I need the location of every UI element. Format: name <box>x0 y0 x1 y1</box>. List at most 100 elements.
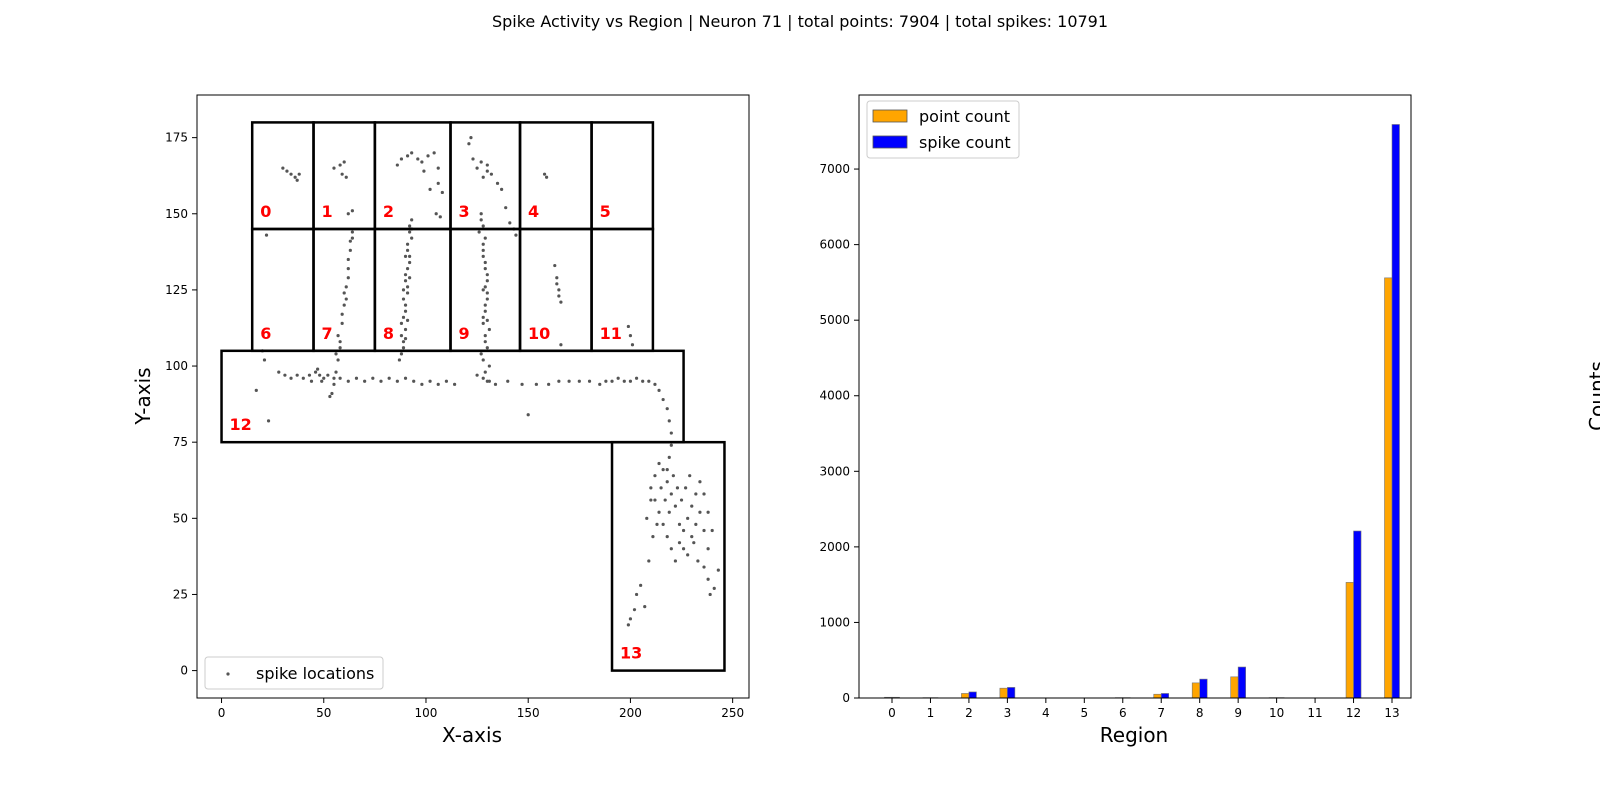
spike-point <box>405 154 410 158</box>
region-label-0: 0 <box>260 202 271 221</box>
spike-point <box>342 160 346 164</box>
spike-point <box>266 419 271 423</box>
spike-point <box>653 474 657 478</box>
spike-point <box>688 474 692 478</box>
spike-point <box>338 376 342 380</box>
region-label-11: 11 <box>600 324 622 343</box>
spike-point <box>514 233 518 237</box>
spike-point <box>420 382 424 386</box>
spike-point <box>283 373 287 377</box>
spike-point <box>681 547 686 551</box>
region-label-3: 3 <box>459 202 470 221</box>
spike-point <box>483 340 487 344</box>
spike-point <box>289 172 293 176</box>
spike-point <box>336 358 340 362</box>
spike-point <box>338 340 342 344</box>
y-tick-label: 25 <box>173 587 188 601</box>
legend-label-spike-locations: spike locations <box>256 664 374 683</box>
bar-point-count-7 <box>1153 693 1162 699</box>
spike-point <box>634 376 639 380</box>
spike-point <box>622 379 626 383</box>
spike-point <box>487 327 491 332</box>
y-tick-label: 175 <box>165 131 188 145</box>
spike-point <box>350 230 354 234</box>
spike-point <box>405 285 410 289</box>
spike-point <box>657 461 661 466</box>
spike-point <box>555 282 559 286</box>
spike-point <box>346 276 350 280</box>
spike-point <box>632 608 637 612</box>
spike-point <box>479 218 483 222</box>
spike-point <box>587 379 592 383</box>
bar-marks <box>884 124 1400 699</box>
spike-point <box>485 163 489 167</box>
spike-point <box>340 321 344 326</box>
spike-point <box>681 528 686 533</box>
spike-point <box>297 172 301 176</box>
region-tick-label: 5 <box>1080 706 1088 720</box>
bar-spike-count-7 <box>1160 693 1170 699</box>
region-label-1: 1 <box>322 202 333 221</box>
spike-point <box>500 187 504 192</box>
spike-point <box>410 218 414 222</box>
region-tick-label: 4 <box>1042 706 1050 720</box>
region-rectangles <box>220 121 726 672</box>
spike-point <box>604 379 608 383</box>
spike-point <box>408 260 412 265</box>
spike-point <box>706 510 710 514</box>
spike-point <box>669 443 673 447</box>
spike-point <box>475 373 479 377</box>
spike-point <box>483 266 487 271</box>
bar-spike-count-2 <box>968 691 977 699</box>
x-tick-label: 100 <box>415 706 438 720</box>
spike-point <box>655 522 659 527</box>
region-tick-label: 8 <box>1196 706 1204 720</box>
spike-point <box>651 534 655 539</box>
spike-point <box>665 480 669 484</box>
region-label-12: 12 <box>230 415 252 434</box>
spike-point <box>436 382 440 386</box>
spike-point <box>420 160 424 164</box>
spike-point <box>481 254 485 259</box>
spike-point <box>481 242 485 246</box>
region-label-9: 9 <box>459 324 470 343</box>
legend-label-spike-count: spike count <box>919 133 1011 152</box>
spike-point <box>330 391 334 396</box>
spike-point <box>508 221 512 225</box>
bar-y-axis-label: Counts <box>1585 361 1600 431</box>
spike-point <box>706 577 710 581</box>
region-tick-label: 11 <box>1307 706 1322 720</box>
spike-point <box>483 236 487 240</box>
x-tick-label: 50 <box>316 706 331 720</box>
spike-point <box>395 163 399 167</box>
count-tick-label: 4000 <box>819 389 850 403</box>
spike-point <box>628 617 633 621</box>
region-label-6: 6 <box>260 324 271 343</box>
bar-spike-count-9 <box>1237 666 1246 699</box>
bar-plot-frame <box>858 94 1412 699</box>
spike-point <box>434 212 438 216</box>
spike-point <box>630 343 635 347</box>
spike-point <box>649 486 653 490</box>
spike-point <box>405 318 410 322</box>
spike-point <box>342 303 346 307</box>
y-tick-label: 150 <box>165 207 188 221</box>
scatter-points <box>254 136 720 627</box>
spike-point <box>387 376 391 380</box>
spike-point <box>477 230 481 234</box>
spike-point <box>481 315 485 319</box>
spike-point <box>649 498 653 502</box>
spike-point <box>408 254 412 259</box>
spike-point <box>428 379 432 383</box>
spike-point <box>403 376 408 380</box>
bar-legend: point count spike count <box>866 100 1020 159</box>
spike-point <box>506 379 510 383</box>
spike-point <box>520 382 524 386</box>
region-box-13 <box>610 440 726 672</box>
spike-point <box>262 358 267 362</box>
spike-point <box>483 370 487 374</box>
x-tick-label: 150 <box>517 706 540 720</box>
spike-point <box>408 224 412 228</box>
y-tick-label: 0 <box>180 664 188 678</box>
spike-point <box>677 541 682 545</box>
